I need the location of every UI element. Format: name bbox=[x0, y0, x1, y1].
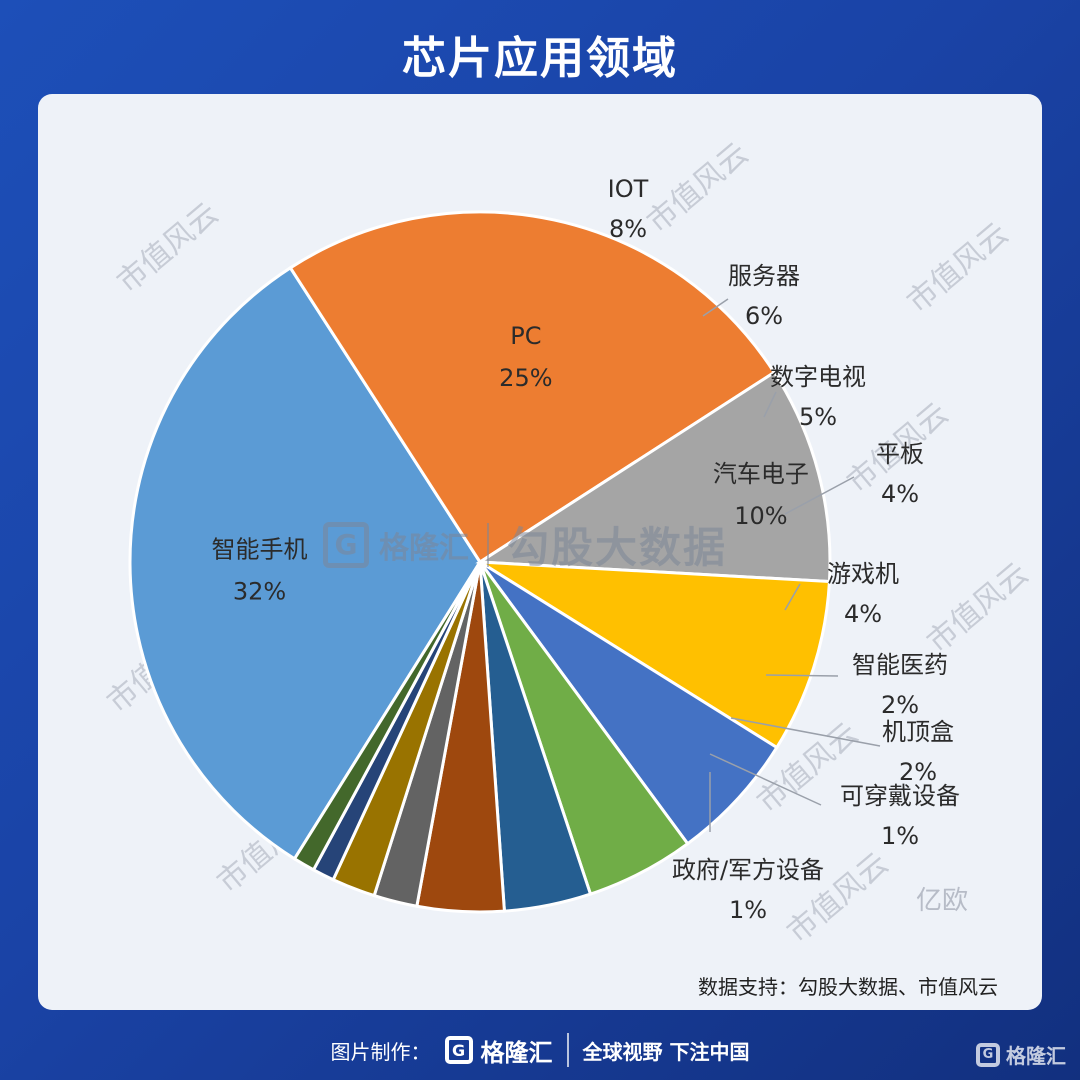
leader-line bbox=[765, 674, 839, 677]
pie-slices bbox=[128, 210, 832, 914]
slice-labels: 智能手机 32% PC 25% 汽车电子 10% IOT 8% 服务器 6% 数字电视 5% 平板 4% 游… bbox=[212, 175, 960, 924]
slice-label: 智能医药 bbox=[852, 651, 948, 679]
gelonghui-logo-icon: G bbox=[323, 521, 369, 568]
leader-line bbox=[709, 753, 822, 806]
slice-percent: 32% bbox=[233, 578, 286, 606]
corner-brand: G 格隆汇 bbox=[976, 1040, 1066, 1069]
pie-chart: 市值风云市值风云市值风云市值风云市值风云市值风云市值风云市值风云市值风云市值风云… bbox=[101, 136, 1035, 950]
watermark-divider bbox=[487, 522, 489, 567]
pie-slice bbox=[478, 560, 779, 846]
leader-line bbox=[784, 583, 801, 611]
page-title: 芯片应用领域 bbox=[402, 33, 678, 84]
watermark-text: 市值风云 bbox=[921, 556, 1035, 660]
watermark-center-text: 勾股大数据 bbox=[507, 523, 728, 572]
slice-percent: 1% bbox=[729, 896, 767, 924]
pie-slice bbox=[128, 265, 482, 861]
gelonghui-logo-icon: G bbox=[444, 1036, 473, 1064]
leader-line bbox=[763, 391, 777, 418]
footer-divider bbox=[566, 1033, 569, 1067]
slice-label: 可穿戴设备 bbox=[840, 782, 960, 810]
watermark-text: 市值风云 bbox=[641, 136, 755, 240]
watermark-corner-text: 亿欧 bbox=[916, 886, 968, 916]
center-watermark: G 格隆汇 勾股大数据 bbox=[323, 514, 727, 575]
slice-percent: 4% bbox=[844, 600, 882, 628]
corner-brand-name: 格隆汇 bbox=[1006, 1044, 1066, 1068]
slice-percent: 4% bbox=[881, 480, 919, 508]
slice-percent: 2% bbox=[899, 758, 937, 786]
slice-label: 游戏机 bbox=[827, 560, 899, 588]
slice-percent: 6% bbox=[745, 302, 783, 330]
slice-percent: 8% bbox=[609, 215, 647, 243]
slice-label: 数字电视 bbox=[770, 363, 866, 391]
slice-percent: 5% bbox=[799, 403, 837, 431]
leader-line bbox=[702, 298, 729, 317]
leader-lines bbox=[702, 298, 881, 832]
slice-percent: 25% bbox=[499, 364, 552, 392]
slice-label: 智能手机 bbox=[212, 536, 308, 564]
slice-percent: 1% bbox=[881, 822, 919, 850]
slice-label: 平板 bbox=[876, 440, 924, 468]
pie-slice bbox=[479, 560, 832, 750]
slice-label: 汽车电子 bbox=[713, 460, 809, 488]
watermark-text: 市值风云 bbox=[901, 216, 1015, 320]
pie-slice bbox=[475, 370, 832, 584]
footer: 图片制作： G 格隆汇 全球视野 下注中国 bbox=[0, 1026, 1080, 1074]
leader-line bbox=[784, 476, 855, 515]
data-source: 数据支持：勾股大数据、市值风云 bbox=[698, 975, 998, 999]
slice-label: IOT bbox=[608, 175, 649, 203]
gelonghui-logo-icon: G bbox=[976, 1042, 1000, 1067]
leader-line bbox=[730, 717, 881, 747]
footer-brand-name: 格隆汇 bbox=[480, 1038, 553, 1067]
slice-label: 政府/军方设备 bbox=[672, 856, 824, 884]
slice-percent: 10% bbox=[734, 502, 787, 530]
slice-label: 机顶盒 bbox=[882, 718, 954, 746]
watermark-brand: 格隆汇 bbox=[379, 530, 469, 566]
chart-panel: 市值风云市值风云市值风云市值风云市值风云市值风云市值风云市值风云市值风云市值风云… bbox=[38, 94, 1042, 1010]
footer-label: 图片制作： bbox=[330, 1039, 431, 1064]
pie-slice bbox=[292, 561, 482, 872]
slice-percent: 2% bbox=[881, 691, 919, 719]
pie-slice bbox=[288, 210, 777, 565]
footer-slogan: 全球视野 下注中国 bbox=[582, 1039, 750, 1064]
watermark-text: 市值风云 bbox=[111, 196, 225, 300]
slice-label: 服务器 bbox=[728, 262, 800, 290]
footer-brand: G 格隆汇 bbox=[444, 1033, 553, 1068]
slice-label: PC bbox=[510, 322, 541, 350]
